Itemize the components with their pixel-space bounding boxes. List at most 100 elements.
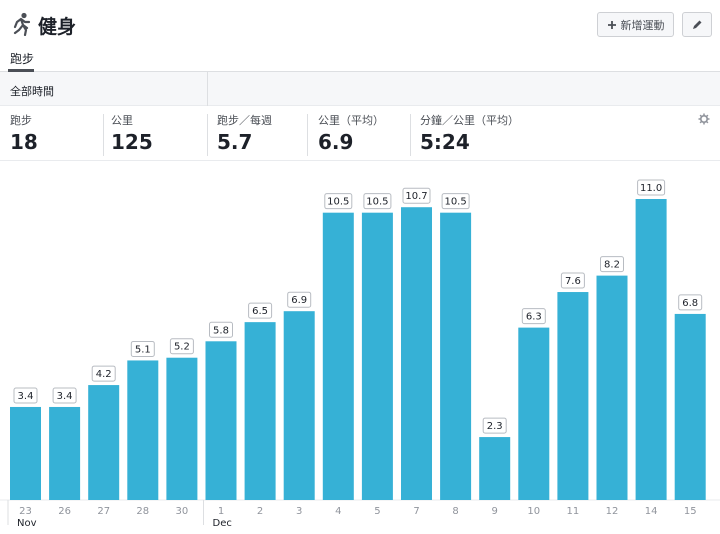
stat-kilometers: 公里 125 [111, 106, 201, 161]
add-activity-button[interactable]: 新增運動 [597, 12, 674, 37]
stat-label: 跑步 [10, 114, 32, 127]
stat-avg-pace: 分鐘／公里（平均） 5:24 [420, 106, 560, 161]
pencil-icon [693, 20, 702, 29]
data-label-box [324, 193, 353, 210]
bar [283, 311, 315, 500]
data-label: 10.7 [405, 191, 427, 202]
data-label: 5.8 [213, 325, 229, 336]
data-label-box [600, 256, 624, 273]
data-label: 4.2 [96, 369, 112, 380]
data-label-box [13, 387, 38, 404]
x-tick-label: 5 [374, 506, 380, 517]
data-label: 5.2 [174, 342, 190, 353]
stat-label: 公里 [111, 114, 133, 127]
data-label: 11.0 [640, 183, 662, 194]
data-label: 10.5 [366, 197, 388, 208]
x-tick-label: 1 [218, 506, 224, 517]
data-label-box [402, 187, 431, 204]
x-tick-label: 11 [567, 506, 580, 517]
edit-button[interactable] [682, 12, 712, 37]
stat-label: 公里（平均） [318, 114, 384, 127]
divider [207, 114, 208, 156]
data-label-box [130, 340, 155, 357]
bar [440, 212, 472, 500]
data-label: 3.4 [57, 391, 73, 402]
divider [307, 114, 308, 156]
bar [322, 212, 354, 500]
x-tick-label: 27 [97, 506, 110, 517]
data-label-box [248, 302, 273, 319]
add-activity-label: 新增運動 [620, 18, 665, 32]
bar [244, 322, 276, 500]
x-tick-label: 7 [413, 506, 419, 517]
data-label: 3.4 [18, 391, 34, 402]
data-label-box [52, 387, 77, 404]
bar [596, 275, 628, 500]
divider [103, 114, 104, 156]
time-filter-row: 全部時間 [0, 72, 720, 106]
x-tick-label: 10 [527, 506, 540, 517]
bar [479, 437, 511, 500]
stat-label: 跑步／每週 [217, 114, 272, 127]
x-tick-label: 9 [492, 506, 498, 517]
data-label: 6.9 [291, 295, 307, 306]
x-tick-label: 3 [296, 506, 302, 517]
x-tick-label: 23 [19, 506, 32, 517]
stat-runs: 跑步 18 [10, 106, 100, 161]
data-label-box [482, 417, 507, 434]
bar [127, 360, 159, 500]
x-tick-label: 4 [335, 506, 341, 517]
data-label-box [521, 308, 546, 325]
bar [361, 212, 393, 500]
header: 健身 新增運動 跑步 [0, 0, 720, 72]
tab-active-indicator [8, 69, 34, 72]
data-label: 2.3 [487, 421, 503, 432]
x-tick-label: 28 [136, 506, 149, 517]
x-tick-label: 8 [452, 506, 458, 517]
data-label: 5.1 [135, 344, 151, 355]
data-label: 10.5 [327, 197, 349, 208]
distance-bar-chart: 3.4 23 3.4 26 4.2 27 5.1 28 5.2 30 5.8 1 6.5 2 6.9 3 10.… [0, 179, 720, 529]
stat-value: 125 [111, 130, 153, 154]
data-label-box [560, 272, 585, 289]
bar [635, 199, 667, 500]
bar [518, 327, 550, 500]
bar [557, 292, 589, 500]
x-tick-label: 12 [606, 506, 619, 517]
stat-avg-km: 公里（平均） 6.9 [318, 106, 408, 161]
data-label: 7.6 [565, 276, 581, 287]
x-tick-label: 14 [645, 506, 658, 517]
stat-runs-per-week: 跑步／每週 5.7 [217, 106, 307, 161]
data-label-box [209, 321, 233, 338]
bar [205, 341, 237, 500]
bar [10, 406, 41, 500]
data-label: 10.5 [444, 197, 466, 208]
data-label-box [363, 193, 392, 210]
data-label: 8.2 [604, 260, 620, 271]
data-label-box [169, 338, 194, 355]
month-label: Nov [17, 518, 37, 529]
stat-label: 分鐘／公里（平均） [420, 114, 519, 127]
gear-icon[interactable] [698, 113, 710, 125]
page-title: 健身 [38, 16, 77, 38]
bar [49, 406, 81, 500]
x-tick-label: 26 [58, 506, 71, 517]
divider [410, 114, 411, 156]
stat-value: 5:24 [420, 130, 470, 154]
divider [207, 72, 208, 106]
data-label-box [287, 291, 312, 308]
bar [401, 207, 432, 500]
data-label-box [441, 193, 470, 210]
data-label-box [637, 179, 666, 196]
bar [674, 313, 706, 500]
stats-row: 跑步 18 公里 125 跑步／每週 5.7 公里（平均） 6.9 分鐘／公里（… [0, 106, 720, 161]
bar [88, 385, 120, 500]
tab-running[interactable]: 跑步 [10, 52, 35, 66]
data-label-box [91, 365, 116, 382]
stat-value: 6.9 [318, 130, 354, 154]
data-label-box [678, 294, 703, 311]
stat-value: 18 [10, 130, 38, 154]
data-label: 6.5 [252, 306, 268, 317]
time-filter[interactable]: 全部時間 [10, 85, 54, 98]
month-label: Dec [213, 518, 232, 529]
